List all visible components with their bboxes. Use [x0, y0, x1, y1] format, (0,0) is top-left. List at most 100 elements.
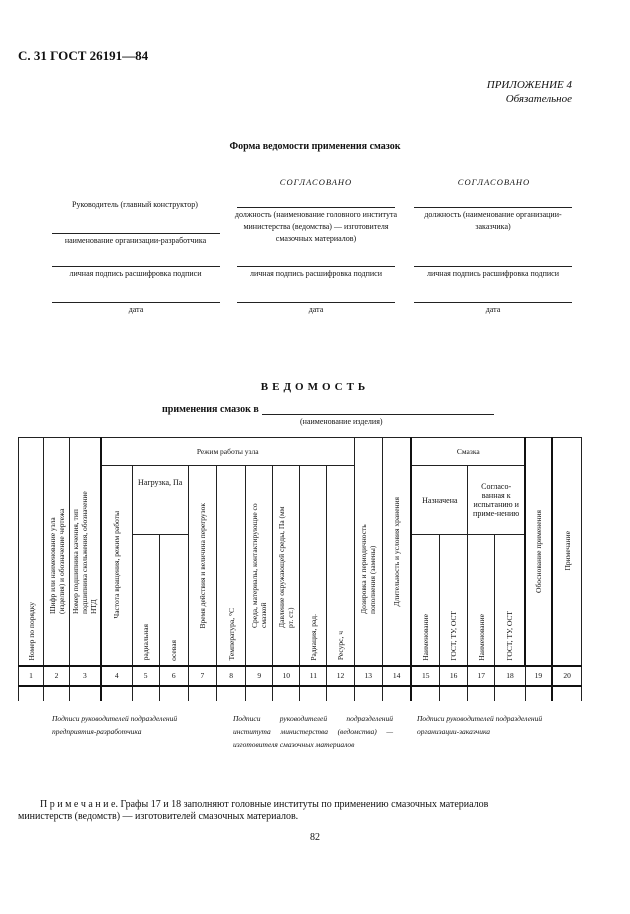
date-label: дата	[128, 305, 144, 314]
col-header: осевая	[169, 639, 179, 661]
table-cell[interactable]	[18, 685, 44, 701]
head-label: Руководитель (главный конструктор)	[72, 200, 198, 209]
appendix-title: ПРИЛОЖЕНИЕ 4	[486, 79, 572, 91]
col-header: Номер по порядку	[26, 602, 36, 661]
table-cell[interactable]	[42, 685, 71, 701]
table-cell[interactable]	[69, 685, 102, 701]
col-header: Среда, материалы, контактирующие со смаз…	[250, 503, 269, 629]
column-number: 17	[467, 665, 496, 687]
date-label: дата	[308, 305, 324, 314]
table-cell[interactable]	[272, 685, 301, 701]
table-cell[interactable]	[410, 685, 441, 701]
table-cell[interactable]	[245, 685, 274, 701]
table-cell[interactable]	[467, 685, 496, 701]
vedomost-title: ВЕДОМОСТЬ	[260, 381, 370, 393]
group-load: Нагрузка, Па	[131, 465, 189, 535]
column-number: 6	[158, 665, 189, 687]
column-number: 5	[131, 665, 160, 687]
column-number: 2	[42, 665, 71, 687]
col-header: Радиация, рад.	[308, 613, 318, 661]
col-header: Длительность и условия хранения	[392, 496, 402, 606]
col-header: Примечание	[562, 531, 572, 572]
column-number: 10	[272, 665, 301, 687]
col-header: Время действия и величина перегрузок	[197, 502, 207, 628]
column-number: 8	[215, 665, 247, 687]
sign-line	[52, 266, 220, 267]
table-cell[interactable]	[326, 685, 355, 701]
table-cell[interactable]	[551, 685, 583, 701]
table-cell[interactable]	[100, 685, 133, 701]
note: П р и м е ч а н и е. Графы 17 и 18 запол…	[40, 799, 600, 811]
agreed-label-middle: СОГЛАСОВАНО	[279, 177, 353, 187]
table-cell[interactable]	[353, 685, 383, 701]
position-label: должность (наименование организации-зака…	[424, 210, 562, 231]
column-number: 7	[187, 665, 217, 687]
col-header: Номер подшипника качения, тип подшипника…	[71, 491, 99, 615]
column-number: 3	[69, 665, 102, 687]
col-header: радиальная	[141, 624, 151, 661]
table-cell[interactable]	[187, 685, 217, 701]
signatures-developer: Подписи руководителей подразделений пред…	[52, 714, 178, 736]
sign-line	[237, 266, 395, 267]
sign-line	[237, 207, 395, 208]
product-name-line	[262, 414, 494, 415]
col-header: Шифр или наименование узла (изделия) и о…	[47, 508, 66, 615]
col-header: Давление окружающей среды, Па (мм рт. ст…	[277, 506, 296, 629]
column-number: 14	[381, 665, 413, 687]
column-number: 19	[524, 665, 554, 687]
col-header: ГОСТ, ТУ, ОСТ	[505, 610, 515, 661]
position-label: должность (наименование головного инстит…	[234, 210, 398, 243]
sign-label: личная подпись расшифровка подписи	[69, 269, 202, 278]
column-number: 18	[494, 665, 526, 687]
sign-line	[52, 233, 220, 234]
col-header: Ресурс, ч	[336, 631, 346, 661]
table-cell[interactable]	[494, 685, 526, 701]
column-number: 9	[245, 665, 274, 687]
note-label: П р и м е ч а н и е.	[40, 799, 118, 810]
table-cell[interactable]	[524, 685, 554, 701]
page-header: С. 31 ГОСТ 26191—84	[18, 48, 149, 63]
column-number: 15	[410, 665, 441, 687]
appendix-label: ПРИЛОЖЕНИЕ 4 Обязательное	[487, 78, 572, 106]
sign-label: личная подпись расшифровка подписи	[249, 269, 383, 278]
sign-line	[414, 302, 572, 303]
column-number: 12	[326, 665, 355, 687]
sign-line	[414, 266, 572, 267]
table-cell[interactable]	[299, 685, 328, 701]
form-title: Форма ведомости применения смазок	[229, 141, 401, 152]
agreed-label-right: СОГЛАСОВАНО	[457, 177, 531, 187]
table-cell[interactable]	[381, 685, 413, 701]
signatures-customer: Подписи руководителей подразделений орга…	[417, 714, 543, 736]
note-text-cont: министерств (ведомств) — изготовителей с…	[18, 811, 299, 822]
org-label: наименование организации-разработчика	[64, 236, 207, 245]
table-cell[interactable]	[131, 685, 160, 701]
appendix-status: Обязательное	[505, 93, 572, 105]
column-number: 20	[551, 665, 583, 687]
vedomost-caption: (наименование изделия)	[300, 417, 383, 426]
table-cell[interactable]	[439, 685, 469, 701]
column-number: 13	[353, 665, 383, 687]
group-assigned: Назначена	[410, 465, 469, 535]
table-cell[interactable]	[158, 685, 189, 701]
note-text: Графы 17 и 18 заполняют головные институ…	[117, 799, 489, 810]
table-cell[interactable]	[215, 685, 247, 701]
sign-line	[237, 302, 395, 303]
page-number: 82	[310, 832, 320, 843]
signatures-ministry: Подписи руководителей подразделений инст…	[233, 714, 393, 749]
col-header: Обоснование применения	[534, 509, 544, 593]
sign-line	[414, 207, 572, 208]
date-label: дата	[485, 305, 501, 314]
column-number: 11	[299, 665, 328, 687]
column-number: 1	[18, 665, 44, 687]
group-mode: Режим работы узла	[100, 437, 355, 466]
sign-line	[52, 302, 220, 303]
col-header: Частота вращения, режим работы	[112, 511, 122, 620]
col-header: Дозировка и периодичность пополнения (за…	[359, 524, 378, 615]
group-lube: Смазка	[410, 437, 526, 466]
column-number: 16	[439, 665, 469, 687]
column-number: 4	[100, 665, 133, 687]
col-header: Температура, °С	[226, 608, 236, 661]
group-agreed: Согласо-ванная к испытанию и приме-нению	[467, 465, 526, 535]
col-header: Наименование	[421, 613, 431, 661]
